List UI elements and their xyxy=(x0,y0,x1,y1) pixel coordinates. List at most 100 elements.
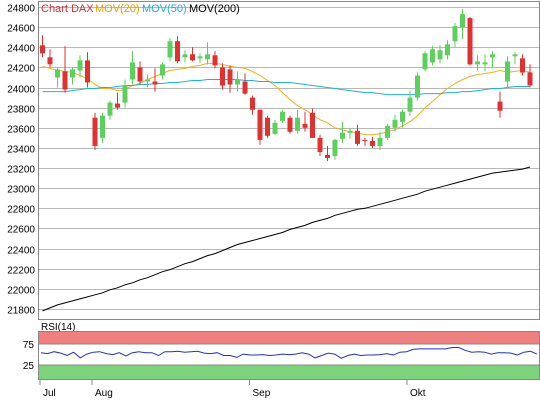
candle xyxy=(77,55,83,78)
candle-body xyxy=(197,56,203,59)
candle xyxy=(482,54,488,72)
candle-body xyxy=(272,122,278,134)
candle-body xyxy=(385,125,390,138)
candle-body xyxy=(250,97,255,110)
candle-body xyxy=(325,155,330,158)
candle-body xyxy=(392,119,398,128)
candle-body xyxy=(145,79,150,82)
candle xyxy=(400,109,405,128)
candle xyxy=(310,108,315,138)
legend-chart-title: Chart DAX xyxy=(41,3,94,15)
candle-body xyxy=(437,50,443,60)
candles xyxy=(40,9,533,161)
price-tick-label: 22600 xyxy=(7,225,35,236)
candle-body xyxy=(332,139,338,156)
candle xyxy=(235,71,240,92)
candle-body xyxy=(152,81,158,85)
candle xyxy=(47,49,53,68)
candle xyxy=(347,127,353,139)
candle xyxy=(362,137,368,146)
candle xyxy=(430,46,435,66)
candle xyxy=(250,95,255,115)
price-tick-label: 22800 xyxy=(7,205,35,216)
candle xyxy=(115,92,120,110)
candle xyxy=(445,40,450,60)
candle xyxy=(40,35,45,58)
candle xyxy=(452,23,458,48)
candle xyxy=(520,54,525,76)
candle-body xyxy=(460,14,465,28)
candle xyxy=(415,72,420,101)
candle xyxy=(325,145,330,161)
candle xyxy=(190,47,195,62)
rsi-label: RSI(14) xyxy=(41,322,75,333)
rsi-panel: RSI(14) 75 25 xyxy=(23,322,540,380)
candle-body xyxy=(475,61,480,65)
candle-body xyxy=(265,117,270,136)
candle-body xyxy=(137,67,143,82)
candle xyxy=(130,51,135,85)
candle xyxy=(355,124,360,146)
chart-legend: Chart DAX MOV(20) MOV(50) MOV(200) xyxy=(41,3,240,15)
candle-body xyxy=(347,130,353,133)
candle-body xyxy=(362,139,368,141)
price-tick-label: 23000 xyxy=(7,185,35,196)
candle-body xyxy=(287,117,293,132)
candle xyxy=(287,115,293,134)
candle xyxy=(512,52,518,65)
legend-mov200: MOV(200) xyxy=(189,3,240,15)
candle xyxy=(332,138,338,160)
candle-body xyxy=(167,41,173,58)
legend-mov50: MOV(50) xyxy=(142,3,187,15)
candle xyxy=(272,119,278,135)
candle-body xyxy=(340,132,345,139)
candle-body xyxy=(445,44,450,56)
candle xyxy=(100,112,105,143)
candle-body xyxy=(512,54,518,57)
candle-body xyxy=(85,60,90,83)
legend-mov20: MOV(20) xyxy=(95,3,140,15)
candle-body xyxy=(370,140,375,146)
candle-body xyxy=(520,58,525,73)
mov200-line xyxy=(42,166,531,312)
price-tick-label: 24000 xyxy=(7,85,35,96)
candle-body xyxy=(55,69,60,78)
candle-body xyxy=(497,101,503,111)
candle-body xyxy=(130,62,135,80)
price-tick-label: 23800 xyxy=(7,105,35,116)
candle xyxy=(505,56,510,88)
price-tick-label: 23400 xyxy=(7,145,35,156)
x-axis: Jul Aug Sep Okt xyxy=(39,379,426,399)
candle xyxy=(152,68,158,92)
candle-body xyxy=(175,41,180,62)
candle-body xyxy=(100,115,105,138)
candle xyxy=(490,51,495,68)
x-tick-label-jul: Jul xyxy=(43,388,56,399)
candle xyxy=(62,46,68,93)
candle xyxy=(212,51,218,69)
candle-body xyxy=(295,117,300,131)
candle xyxy=(205,42,210,65)
candle-body xyxy=(235,79,240,85)
candle-body xyxy=(407,97,413,112)
candle xyxy=(467,17,473,66)
price-tick-label: 21800 xyxy=(7,306,35,317)
candle-body xyxy=(40,45,45,54)
candle-body xyxy=(377,137,383,146)
candle xyxy=(475,55,480,71)
candle-body xyxy=(160,64,165,76)
candle-body xyxy=(430,49,435,63)
candle xyxy=(197,53,203,64)
price-panel: 21800 22000 22200 22400 22600 22800 23000 23200… xyxy=(7,1,540,320)
candle-body xyxy=(77,60,83,71)
candle-body xyxy=(355,130,360,144)
candle xyxy=(422,51,428,72)
candle-body xyxy=(490,54,495,58)
candle-body xyxy=(452,26,458,42)
candle-body xyxy=(527,72,533,86)
candle xyxy=(55,67,60,88)
candle xyxy=(145,74,150,88)
candle xyxy=(85,52,90,88)
candle-body xyxy=(227,69,233,85)
candle-body xyxy=(467,18,473,65)
